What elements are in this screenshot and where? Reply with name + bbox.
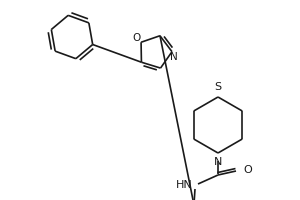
- Text: S: S: [214, 82, 222, 92]
- Text: N: N: [214, 157, 222, 167]
- Text: N: N: [170, 52, 178, 62]
- Text: O: O: [132, 33, 140, 43]
- Text: HN: HN: [176, 180, 193, 190]
- Text: O: O: [243, 165, 252, 175]
